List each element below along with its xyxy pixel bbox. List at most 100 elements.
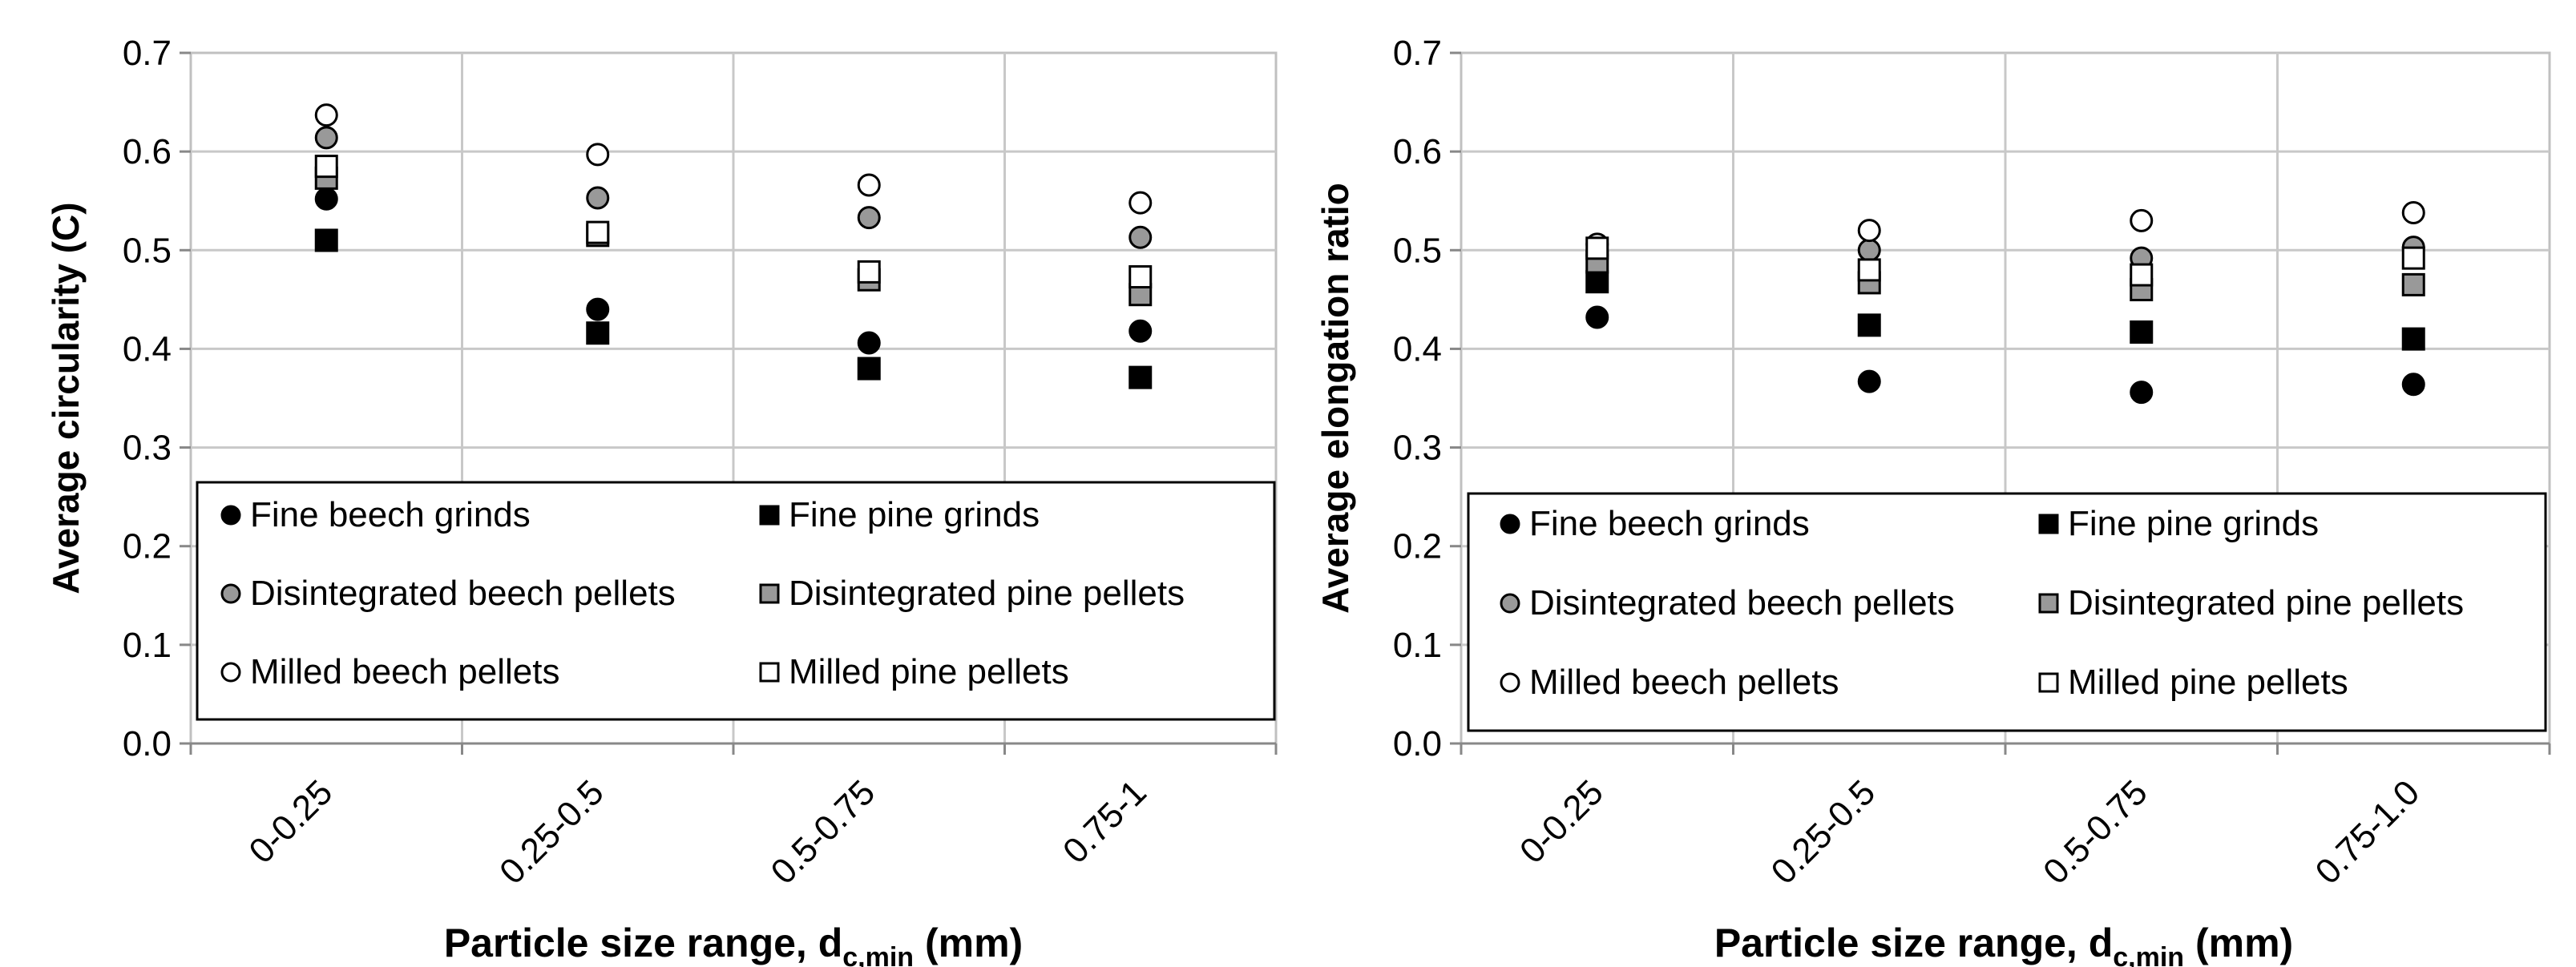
legend: Fine beech grinds Fine pine grinds Disinte… bbox=[196, 481, 1276, 721]
x-axis-label-unit: (mm) bbox=[914, 921, 1023, 965]
point-milled-beech-pellets-1 bbox=[1857, 219, 1881, 243]
legend-items: Fine beech grinds Fine pine grinds Disinte… bbox=[220, 495, 1185, 691]
point-disintegrated-beech-pellets-0 bbox=[314, 126, 338, 150]
point-legend-disintegrated-pine-pellets bbox=[759, 583, 780, 604]
y-tick-label: 0.1 bbox=[1393, 626, 1442, 665]
point-fine-beech-grinds-3 bbox=[1129, 319, 1153, 343]
y-tick-label: 0.6 bbox=[123, 132, 172, 171]
x-tick-label: 0.5-0.75 bbox=[763, 772, 882, 892]
y-tick-labels: 0.0 0.1 0.2 0.3 0.4 0.5 0.6 0.7 bbox=[1393, 34, 1442, 764]
legend-box bbox=[196, 481, 1276, 721]
point-milled-pine-pellets-3 bbox=[2401, 246, 2425, 270]
x-axis-label-subscript: c,min bbox=[842, 942, 914, 967]
y-tick-label: 0.5 bbox=[1393, 231, 1442, 270]
point-milled-beech-pellets-2 bbox=[857, 173, 881, 197]
point-fine-pine-grinds-3 bbox=[2401, 327, 2425, 351]
point-milled-pine-pellets-3 bbox=[1129, 265, 1153, 289]
data-points bbox=[314, 103, 1153, 389]
point-disintegrated-beech-pellets-2 bbox=[857, 206, 881, 230]
y-tick-labels: 0.0 0.1 0.2 0.3 0.4 0.5 0.6 0.7 bbox=[123, 34, 172, 764]
point-milled-pine-pellets-2 bbox=[2130, 263, 2154, 287]
legend-label-milled-pine-pellets: Milled pine pellets bbox=[2068, 663, 2348, 702]
elongation-chart: 0.00.10.20.30.40.50.60.7 0-0.25 0.25-0.5 0… bbox=[1314, 34, 2551, 967]
y-tick-label: 0.5 bbox=[123, 231, 172, 270]
x-axis-label-unit: (mm) bbox=[2184, 921, 2293, 965]
y-tick-label: 0.7 bbox=[1393, 34, 1442, 73]
point-legend-disintegrated-beech-pellets bbox=[1500, 593, 1520, 614]
x-tick-label: 0.75-1 bbox=[1056, 772, 1154, 871]
point-fine-pine-grinds-1 bbox=[1857, 313, 1881, 337]
legend-label-disintegrated-pine-pellets: Disintegrated pine pellets bbox=[789, 574, 1185, 613]
point-fine-pine-grinds-3 bbox=[1129, 365, 1153, 389]
point-fine-pine-grinds-2 bbox=[2130, 320, 2154, 344]
y-tick-label: 0.1 bbox=[123, 626, 172, 665]
x-tick-label: 0.75-1.0 bbox=[2307, 772, 2427, 892]
x-tick-label: 0-0.25 bbox=[1512, 772, 1611, 871]
point-disintegrated-beech-pellets-3 bbox=[1129, 225, 1153, 249]
legend-items: Fine beech grinds Fine pine grinds Disinte… bbox=[1500, 504, 2464, 702]
point-disintegrated-beech-pellets-1 bbox=[1857, 238, 1881, 262]
legend-label-disintegrated-beech-pellets: Disintegrated beech pellets bbox=[250, 574, 676, 613]
y-axis-label: Average circularity (C) bbox=[45, 202, 87, 594]
point-fine-beech-grinds-0 bbox=[314, 187, 338, 211]
circularity-chart: 0.00.10.20.30.40.50.60.7 0-0.25 0.25-0.5 0… bbox=[45, 34, 1278, 967]
point-milled-beech-pellets-3 bbox=[1129, 191, 1153, 215]
point-milled-pine-pellets-2 bbox=[857, 260, 881, 284]
y-tick-label: 0.4 bbox=[123, 329, 172, 369]
point-fine-beech-grinds-1 bbox=[586, 297, 610, 321]
x-axis-label: Particle size range, dc,min (mm) bbox=[444, 921, 1023, 967]
point-legend-milled-pine-pellets bbox=[2038, 672, 2059, 693]
point-fine-pine-grinds-1 bbox=[586, 321, 610, 345]
point-legend-fine-beech-grinds bbox=[1500, 514, 1520, 534]
point-legend-milled-beech-pellets bbox=[220, 662, 241, 683]
point-legend-fine-beech-grinds bbox=[220, 505, 241, 526]
point-fine-pine-grinds-2 bbox=[857, 357, 881, 381]
point-legend-milled-beech-pellets bbox=[1500, 672, 1520, 693]
legend-label-milled-beech-pellets: Milled beech pellets bbox=[1529, 663, 1839, 702]
legend: Fine beech grinds Fine pine grinds Disinte… bbox=[1467, 492, 2547, 732]
x-tick-label: 0-0.25 bbox=[241, 772, 340, 871]
legend-label-fine-beech-grinds: Fine beech grinds bbox=[250, 495, 531, 534]
legend-label-fine-beech-grinds: Fine beech grinds bbox=[1529, 504, 1810, 543]
point-milled-beech-pellets-0 bbox=[314, 103, 338, 127]
y-tick-label: 0.0 bbox=[1393, 724, 1442, 764]
point-fine-pine-grinds-0 bbox=[1585, 270, 1609, 294]
x-axis-label: Particle size range, dc,min (mm) bbox=[1714, 921, 2293, 967]
y-tick-label: 0.3 bbox=[1393, 429, 1442, 468]
point-milled-beech-pellets-3 bbox=[2401, 200, 2425, 224]
point-milled-beech-pellets-2 bbox=[2130, 208, 2154, 232]
y-tick-label: 0.3 bbox=[123, 429, 172, 468]
legend-label-disintegrated-pine-pellets: Disintegrated pine pellets bbox=[2068, 583, 2464, 623]
point-fine-pine-grinds-0 bbox=[314, 228, 338, 252]
legend-label-milled-pine-pellets: Milled pine pellets bbox=[789, 652, 1069, 691]
x-tick-label: 0.25-0.5 bbox=[1763, 772, 1883, 892]
y-tick-label: 0.0 bbox=[123, 724, 172, 764]
legend-label-milled-beech-pellets: Milled beech pellets bbox=[250, 652, 559, 691]
y-tick-label: 0.2 bbox=[123, 527, 172, 566]
data-points bbox=[1585, 200, 2425, 405]
y-axis-label: Average elongation ratio bbox=[1314, 183, 1356, 614]
x-tick-label: 0.5-0.75 bbox=[2036, 772, 2155, 892]
legend-label-fine-pine-grinds: Fine pine grinds bbox=[2068, 504, 2319, 543]
point-fine-beech-grinds-2 bbox=[2130, 381, 2154, 405]
legend-box bbox=[1467, 492, 2547, 732]
point-legend-fine-pine-grinds bbox=[759, 505, 780, 526]
point-milled-pine-pellets-0 bbox=[1585, 236, 1609, 260]
x-axis-label-main: Particle size range, d bbox=[444, 921, 842, 965]
x-axis-label-main: Particle size range, d bbox=[1714, 921, 2113, 965]
point-milled-pine-pellets-1 bbox=[586, 220, 610, 244]
y-tick-label: 0.2 bbox=[1393, 527, 1442, 566]
y-tick-label: 0.7 bbox=[123, 34, 172, 73]
point-fine-beech-grinds-2 bbox=[857, 331, 881, 355]
point-milled-pine-pellets-0 bbox=[314, 155, 338, 179]
point-legend-fine-pine-grinds bbox=[2038, 514, 2059, 534]
x-tick-labels: 0-0.25 0.25-0.5 0.5-0.75 0.75-1.0 bbox=[1512, 772, 2427, 892]
x-tick-labels: 0-0.25 0.25-0.5 0.5-0.75 0.75-1 bbox=[241, 772, 1153, 892]
y-tick-label: 0.4 bbox=[1393, 329, 1442, 369]
point-legend-disintegrated-pine-pellets bbox=[2038, 593, 2059, 614]
point-legend-disintegrated-beech-pellets bbox=[220, 583, 241, 604]
x-tick-label: 0.25-0.5 bbox=[492, 772, 612, 892]
point-milled-pine-pellets-1 bbox=[1857, 258, 1881, 282]
point-fine-beech-grinds-1 bbox=[1857, 369, 1881, 393]
